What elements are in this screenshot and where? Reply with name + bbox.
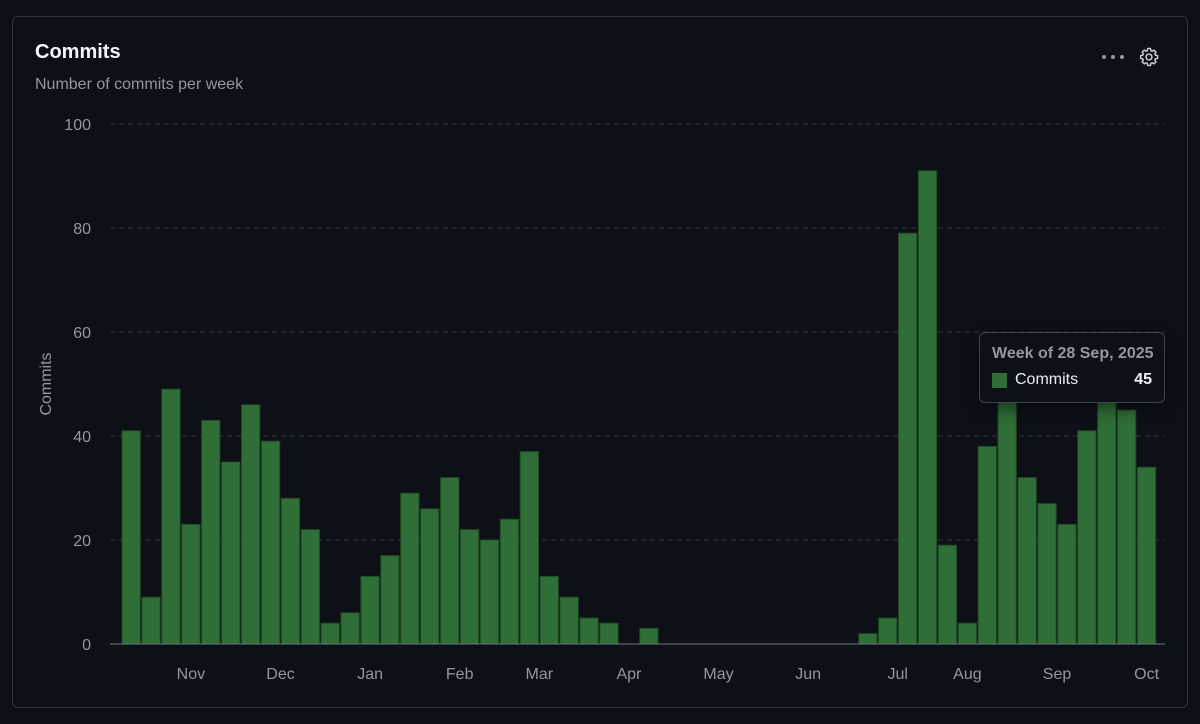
bar[interactable] xyxy=(400,492,420,645)
bar[interactable] xyxy=(1037,503,1057,645)
bar[interactable] xyxy=(519,451,540,645)
x-tick-label: Jan xyxy=(357,666,383,683)
x-tick-label: Apr xyxy=(616,666,642,683)
y-tick-label: 20 xyxy=(73,533,91,550)
settings-button[interactable] xyxy=(1135,43,1163,71)
tooltip-row: Commits 45 xyxy=(992,371,1152,389)
bar[interactable] xyxy=(977,445,997,645)
bar[interactable] xyxy=(121,430,141,645)
bar[interactable] xyxy=(858,633,878,645)
x-tick-label: Oct xyxy=(1134,666,1159,683)
y-tick-label: 100 xyxy=(64,117,91,134)
x-axis: Nov Dec Jan Feb Mar Apr May Jun Jul Aug Sep Oct xyxy=(110,643,1165,683)
x-tick-label: Jul xyxy=(887,666,907,683)
bar[interactable] xyxy=(440,477,460,645)
bar[interactable] xyxy=(539,575,559,645)
bar[interactable] xyxy=(320,622,340,645)
x-tick-label: Feb xyxy=(446,666,474,683)
gear-icon xyxy=(1139,47,1159,67)
bars-layer xyxy=(121,170,1157,645)
x-tick-label: Sep xyxy=(1043,666,1072,683)
y-tick-label: 60 xyxy=(73,325,91,342)
bar[interactable] xyxy=(1117,409,1137,645)
chart-subtitle: Number of commits per week xyxy=(35,76,244,93)
bar[interactable] xyxy=(280,497,301,645)
bar[interactable] xyxy=(260,440,281,645)
more-options-button[interactable] xyxy=(1099,43,1127,71)
y-tick-label: 40 xyxy=(73,429,91,446)
bar[interactable] xyxy=(420,508,440,645)
y-axis-label: Commits xyxy=(38,352,55,415)
x-tick-label: Aug xyxy=(953,666,981,683)
bar[interactable] xyxy=(917,170,938,645)
tooltip-series-label: Commits xyxy=(1015,371,1079,388)
bar[interactable] xyxy=(499,518,520,645)
chart-title: Commits xyxy=(35,41,121,63)
bar[interactable] xyxy=(559,596,579,645)
tooltip-value: 45 xyxy=(1134,371,1152,388)
bar[interactable] xyxy=(878,617,898,645)
kebab-horizontal-icon xyxy=(1102,55,1124,59)
bar[interactable] xyxy=(300,529,321,645)
y-tick-label: 80 xyxy=(73,221,91,238)
x-tick-label: Mar xyxy=(526,666,554,683)
tooltip-title: Week of 28 Sep, 2025 xyxy=(992,345,1154,362)
x-tick-label: May xyxy=(703,666,733,683)
bar[interactable] xyxy=(221,461,241,645)
x-tick-label: Jun xyxy=(795,666,821,683)
bar[interactable] xyxy=(937,544,958,645)
bar[interactable] xyxy=(997,399,1017,645)
bar[interactable] xyxy=(1077,430,1097,645)
bar[interactable] xyxy=(201,419,221,645)
bar[interactable] xyxy=(161,388,181,645)
bar[interactable] xyxy=(360,575,380,645)
x-tick-label: Dec xyxy=(266,666,294,683)
tooltip-swatch xyxy=(992,372,1007,388)
y-tick-label: 0 xyxy=(82,637,91,654)
bar[interactable] xyxy=(479,539,500,645)
bar[interactable] xyxy=(1097,399,1117,645)
bar[interactable] xyxy=(957,622,978,645)
bar[interactable] xyxy=(1136,466,1157,645)
chart-tooltip: Week of 28 Sep, 2025 Commits 45 xyxy=(979,332,1165,403)
bar[interactable] xyxy=(599,622,619,645)
bar[interactable] xyxy=(380,555,400,645)
x-tick-label: Nov xyxy=(177,666,205,683)
bar[interactable] xyxy=(1057,523,1077,645)
bar[interactable] xyxy=(1017,477,1037,645)
bar[interactable] xyxy=(898,232,918,645)
bar[interactable] xyxy=(181,523,201,645)
bar[interactable] xyxy=(579,617,599,645)
bar[interactable] xyxy=(141,596,161,645)
bar[interactable] xyxy=(241,404,261,645)
bar[interactable] xyxy=(460,529,480,645)
bar[interactable] xyxy=(340,612,360,645)
bar[interactable] xyxy=(639,627,659,645)
